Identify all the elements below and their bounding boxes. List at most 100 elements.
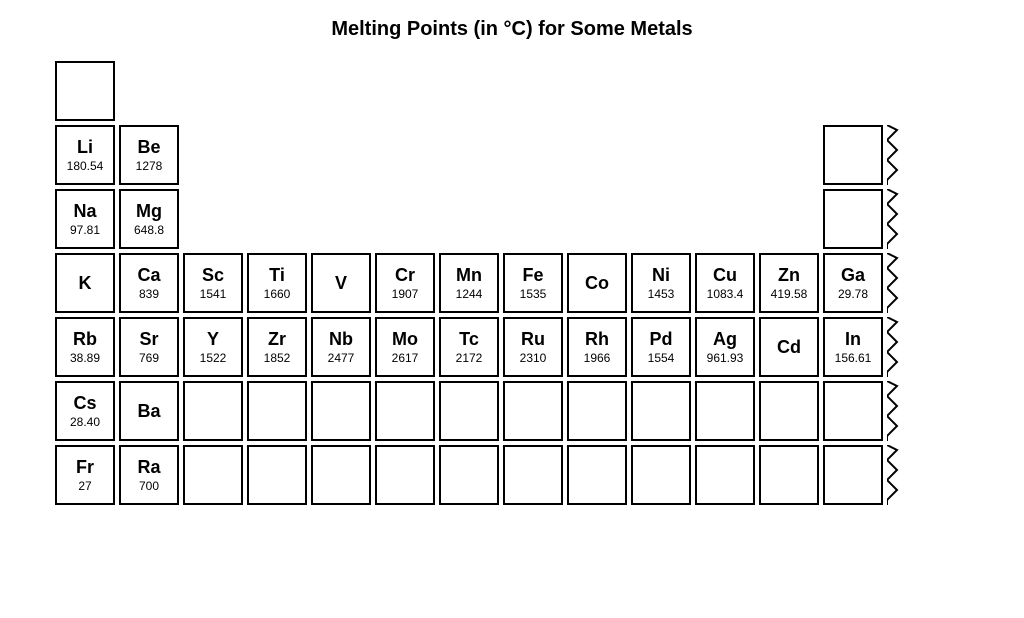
element-symbol: Pd <box>649 330 672 348</box>
spacer <box>695 189 755 249</box>
element-cell-in: In156.61 <box>823 317 883 377</box>
element-symbol: Rh <box>585 330 609 348</box>
element-cell-zr: Zr1852 <box>247 317 307 377</box>
spacer <box>375 189 435 249</box>
spacer <box>375 61 435 121</box>
empty-cell <box>759 445 819 505</box>
table-row: Fr27Ra700 <box>55 445 995 505</box>
melting-point-value: 1522 <box>200 352 227 364</box>
element-symbol: Ti <box>269 266 285 284</box>
spacer <box>567 189 627 249</box>
empty-cell <box>567 381 627 441</box>
melting-point-value: 1907 <box>392 288 419 300</box>
element-symbol: Fe <box>522 266 543 284</box>
melting-point-value: 1453 <box>648 288 675 300</box>
element-cell-cr: Cr 1907 <box>375 253 435 313</box>
melting-point-value: 2477 <box>328 352 355 364</box>
spacer <box>183 61 243 121</box>
torn-edge-icon <box>887 125 901 185</box>
spacer <box>247 189 307 249</box>
melting-point-value: 38.89 <box>70 352 100 364</box>
melting-point-value: 1083.4 <box>707 288 744 300</box>
element-cell-ti: Ti1660 <box>247 253 307 313</box>
torn-edge-icon <box>887 317 901 377</box>
melting-point-value: 2617 <box>392 352 419 364</box>
spacer <box>119 61 179 121</box>
melting-point-value: 1535 <box>520 288 547 300</box>
empty-cell <box>311 445 371 505</box>
melting-point-value: 700 <box>139 480 159 492</box>
element-cell-ag: Ag961.93 <box>695 317 755 377</box>
element-cell-na: Na97.81 <box>55 189 115 249</box>
spacer <box>247 125 307 185</box>
element-symbol: Be <box>137 138 160 156</box>
spacer <box>439 61 499 121</box>
spacer <box>567 125 627 185</box>
element-symbol: Cd <box>777 338 801 356</box>
element-symbol: Cr <box>395 266 415 284</box>
spacer <box>311 125 371 185</box>
empty-cell <box>375 381 435 441</box>
table-row: Li180.54Be1278 <box>55 125 995 185</box>
melting-point-value: 961.93 <box>707 352 744 364</box>
element-symbol: Mn <box>456 266 482 284</box>
element-cell-pd: Pd1554 <box>631 317 691 377</box>
empty-cell <box>823 125 883 185</box>
melting-point-value: 1244 <box>456 288 483 300</box>
element-symbol: Sr <box>139 330 158 348</box>
empty-cell <box>695 445 755 505</box>
element-symbol: Ga <box>841 266 865 284</box>
element-symbol: Li <box>77 138 93 156</box>
element-cell-fe: Fe 1535 <box>503 253 563 313</box>
spacer <box>887 61 947 121</box>
element-cell-nb: Nb2477 <box>311 317 371 377</box>
spacer <box>503 125 563 185</box>
spacer <box>695 61 755 121</box>
melting-point-value: 2172 <box>456 352 483 364</box>
element-cell-sr: Sr 769 <box>119 317 179 377</box>
torn-edge-icon <box>887 189 901 249</box>
melting-point-value: 769 <box>139 352 159 364</box>
empty-cell <box>247 445 307 505</box>
chart-title: Melting Points (in °C) for Some Metals <box>0 18 1024 41</box>
empty-cell <box>183 381 243 441</box>
empty-cell <box>631 445 691 505</box>
melting-point-value: 839 <box>139 288 159 300</box>
element-cell-co: Co <box>567 253 627 313</box>
element-cell-tc: Tc2172 <box>439 317 499 377</box>
element-cell-mo: Mo2617 <box>375 317 435 377</box>
table-row: Rb38.89 Sr 769 Y 1522 Zr1852Nb2477Mo2617Tc217… <box>55 317 995 377</box>
empty-cell <box>823 189 883 249</box>
element-cell-ni: Ni1453 <box>631 253 691 313</box>
melting-point-value: 1966 <box>584 352 611 364</box>
element-cell-ca: Ca839 <box>119 253 179 313</box>
element-cell-mg: Mg648.8 <box>119 189 179 249</box>
empty-cell <box>567 445 627 505</box>
spacer <box>631 189 691 249</box>
torn-edge-icon <box>887 445 901 505</box>
element-symbol: Y <box>207 330 219 348</box>
melting-point-value: 1278 <box>136 160 163 172</box>
spacer <box>759 189 819 249</box>
melting-point-value: 28.40 <box>70 416 100 428</box>
element-symbol: Cs <box>73 394 96 412</box>
empty-cell <box>823 381 883 441</box>
element-cell-rb: Rb38.89 <box>55 317 115 377</box>
empty-cell <box>759 381 819 441</box>
element-symbol: In <box>845 330 861 348</box>
element-cell-ru: Ru2310 <box>503 317 563 377</box>
spacer <box>183 189 243 249</box>
element-cell-mn: Mn 1244 <box>439 253 499 313</box>
element-symbol: Mg <box>136 202 162 220</box>
melting-point-value: 2310 <box>520 352 547 364</box>
melting-point-value: 27 <box>78 480 91 492</box>
spacer <box>503 189 563 249</box>
table-row: KCa839Sc1541Ti1660VCr1907Mn1244Fe1535CoN… <box>55 253 995 313</box>
element-cell-fr: Fr 27 <box>55 445 115 505</box>
element-symbol: K <box>79 274 92 292</box>
element-symbol: Fr <box>76 458 94 476</box>
melting-point-value: 29.78 <box>838 288 868 300</box>
spacer <box>823 61 883 121</box>
spacer <box>439 189 499 249</box>
melting-point-value: 419.58 <box>771 288 808 300</box>
